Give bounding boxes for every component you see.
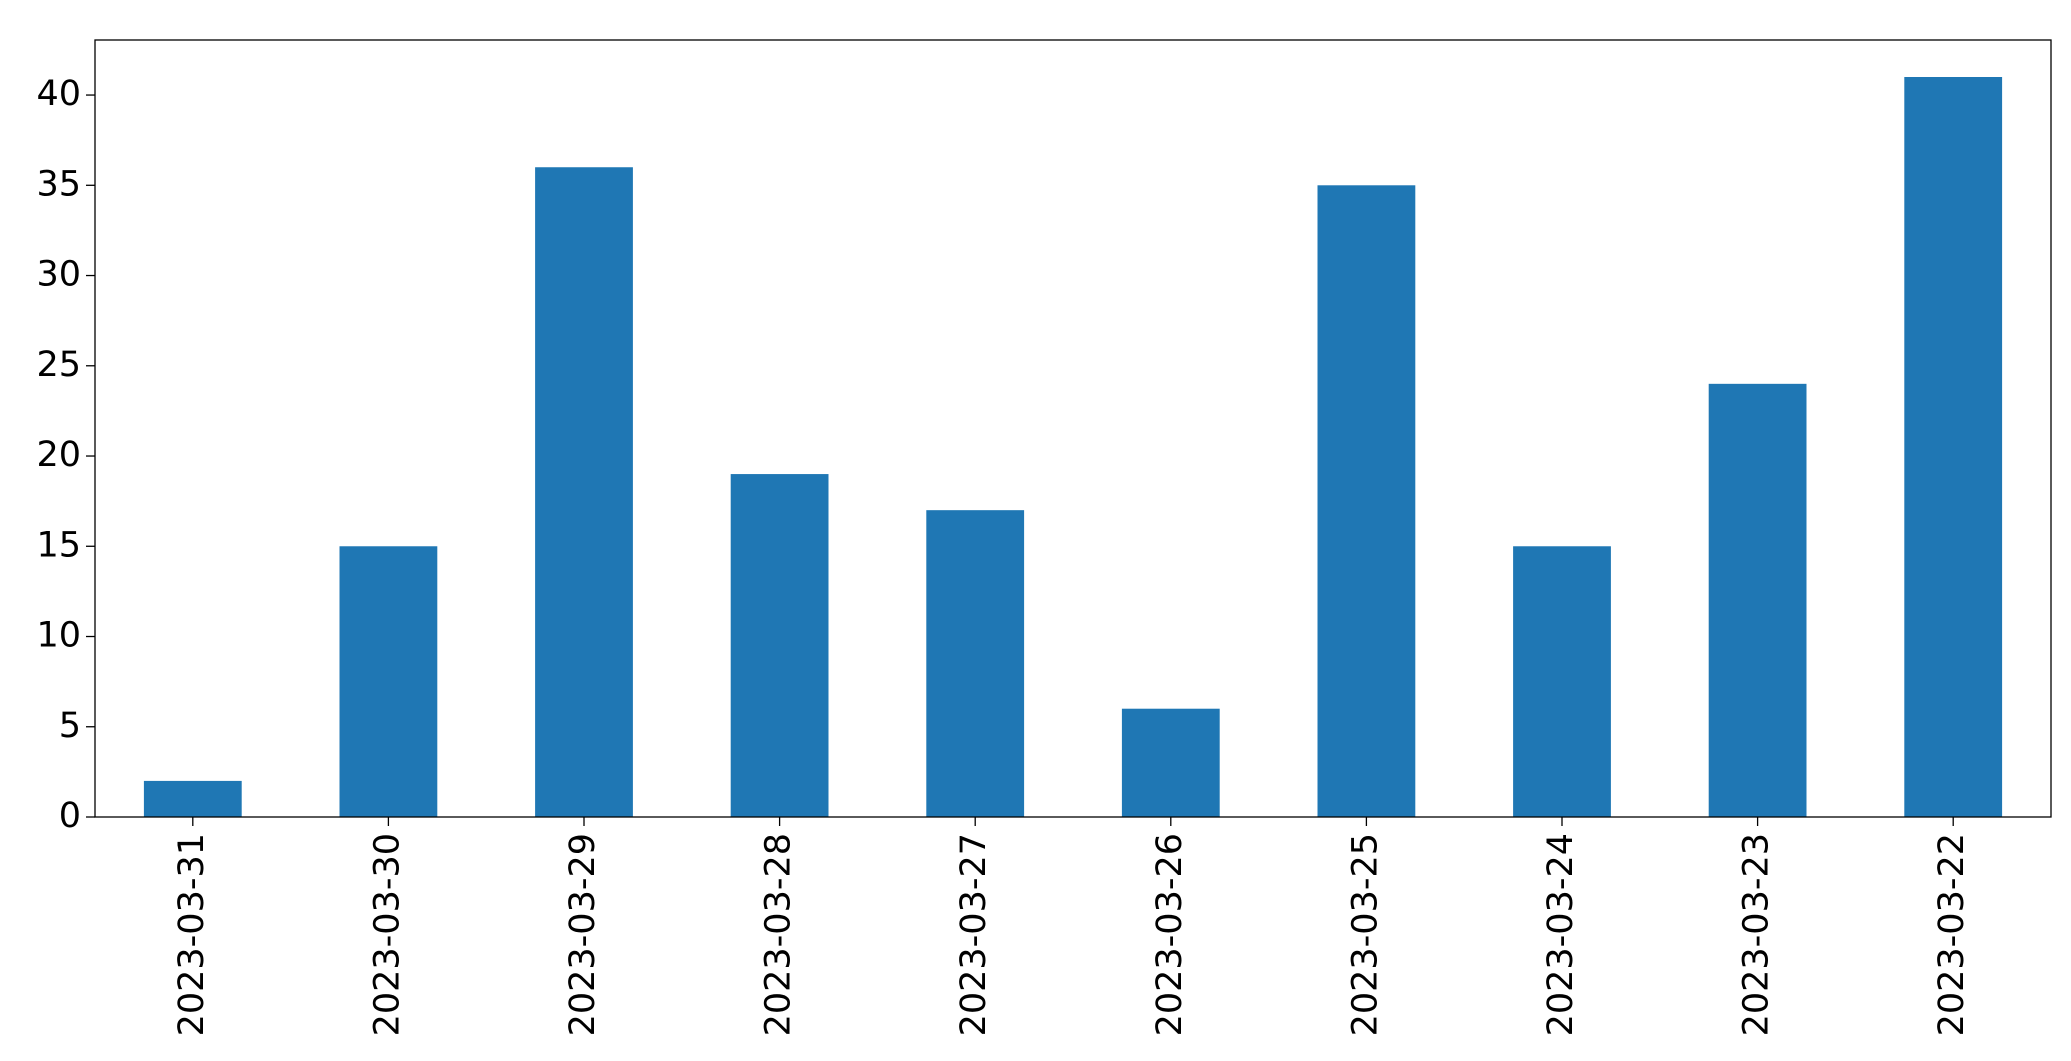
x-tick-label: 2023-03-26 [1150,833,1190,1036]
y-tick-label: 0 [59,796,81,836]
y-tick-label: 40 [36,74,81,114]
y-tick-label: 30 [36,255,81,295]
y-tick-label: 10 [36,616,81,656]
bar [926,510,1025,817]
x-tick-label: 2023-03-24 [1541,833,1581,1036]
bar [1317,185,1416,818]
bar [730,474,829,817]
bar [1513,546,1611,817]
x-tick-label: 2023-03-23 [1737,833,1777,1036]
plot-frame [94,39,2052,818]
y-tick-label: 35 [36,164,81,204]
bar [1904,77,2003,817]
y-tick-label: 5 [59,706,81,746]
y-tick-label: 20 [36,435,81,475]
y-tick-label: 15 [36,525,81,565]
x-tick-label: 2023-03-27 [954,833,994,1036]
y-tick-label: 25 [36,345,81,385]
x-tick-label: 2023-03-31 [172,833,212,1036]
x-tick-label: 2023-03-28 [759,833,799,1036]
bar [1121,708,1220,817]
bar [339,546,438,817]
x-tick-label: 2023-03-25 [1345,833,1385,1036]
x-tick-label: 2023-03-29 [563,833,603,1036]
x-tick-label: 2023-03-22 [1932,833,1972,1036]
x-tick-label: 2023-03-30 [367,833,407,1036]
bar [143,780,242,817]
bar [535,167,633,817]
bar [1708,383,1807,817]
